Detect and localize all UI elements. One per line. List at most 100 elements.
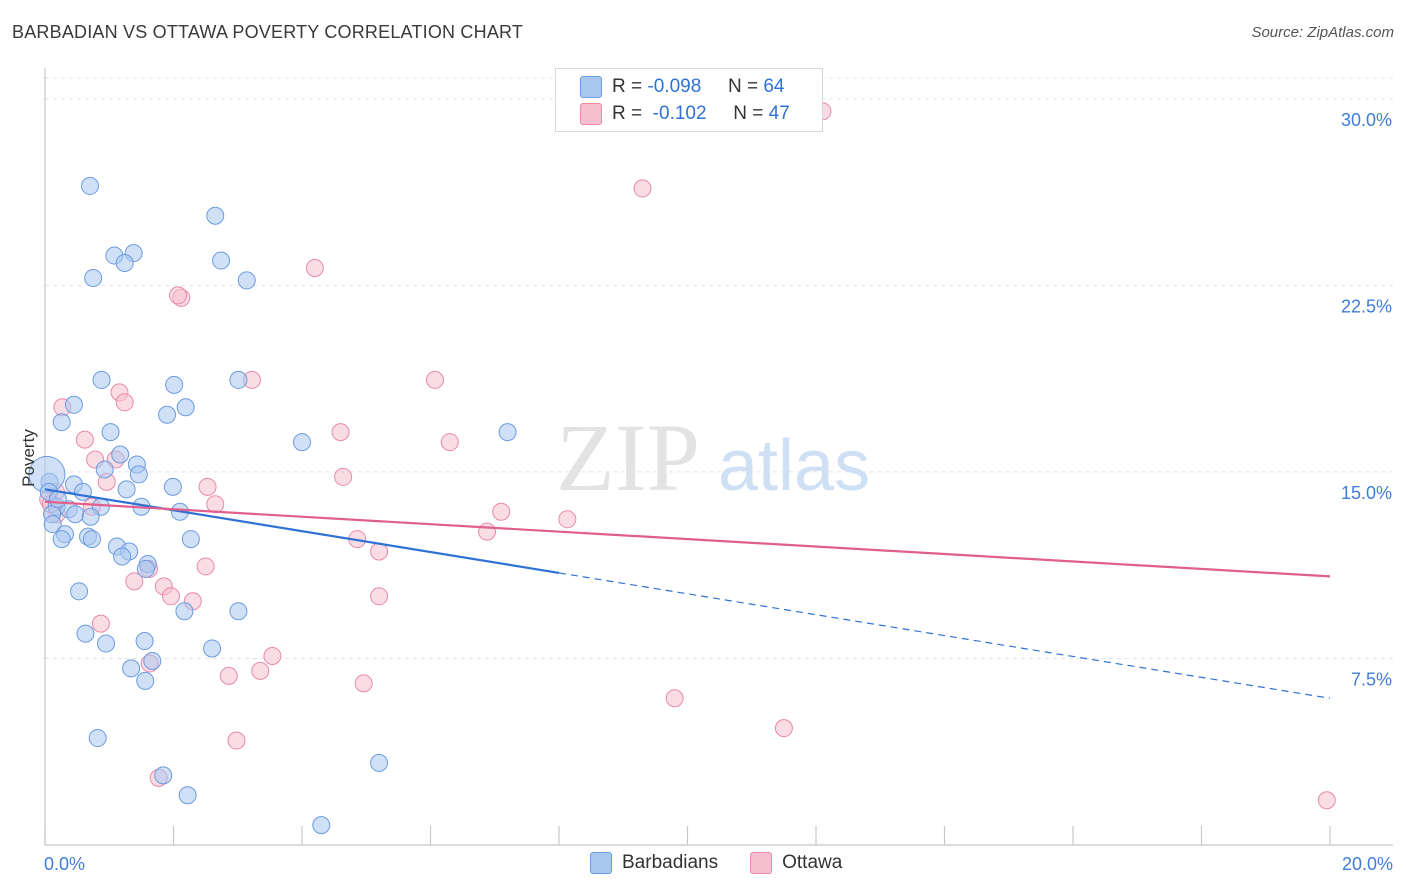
- barbadians-trend-line: [44, 488, 560, 574]
- legend-n-value: 64: [763, 76, 785, 97]
- legend-row-ottawa: R = -0.102 N = 47: [580, 101, 790, 127]
- barbadians-point: [122, 659, 141, 678]
- barbadians-point: [136, 559, 155, 578]
- ottawa-point: [75, 430, 94, 449]
- x-tick-label: 0.0%: [44, 854, 85, 874]
- barbadians-point: [206, 206, 225, 225]
- legend-label-ottawa: Ottawa: [782, 852, 843, 873]
- barbadians-point: [76, 624, 95, 643]
- barbadians-point: [370, 753, 389, 772]
- ottawa-point: [1317, 791, 1336, 810]
- barbadians-point: [165, 375, 184, 394]
- barbadians-point: [113, 547, 132, 566]
- barbadians-point: [229, 370, 248, 389]
- legend-r-label: R =: [612, 103, 643, 124]
- barbadians-point: [88, 729, 107, 748]
- ottawa-point: [633, 179, 652, 198]
- barbadians-point: [111, 445, 130, 464]
- ottawa-point: [492, 502, 511, 521]
- barbadians-point: [43, 515, 62, 534]
- legend-row-barbadians: R = -0.098 N = 64: [580, 74, 784, 100]
- barbadians-point: [81, 507, 100, 526]
- barbadians-point: [158, 405, 177, 424]
- y-tick-label: 30.0%: [1341, 110, 1392, 130]
- watermark-zip: ZIP: [556, 404, 700, 511]
- barbadians-trend-extension: [558, 572, 1331, 699]
- barbadians-point: [203, 639, 222, 658]
- ottawa-point: [206, 495, 225, 514]
- watermark-atlas: atlas: [718, 426, 870, 506]
- legend-r-value: -0.098: [647, 76, 702, 97]
- tick-labels: 7.5% 15.0% 22.5% 30.0% 0.0% 20.0%: [44, 110, 1393, 874]
- ottawa-point: [334, 467, 353, 486]
- ottawa-point: [305, 258, 324, 277]
- barbadians-point: [163, 477, 182, 496]
- barbadians-point: [154, 766, 173, 785]
- barbadians-point: [52, 413, 71, 432]
- ottawa-point: [558, 510, 577, 529]
- legend-n-value: 47: [768, 103, 790, 124]
- legend-n-label: N =: [727, 76, 759, 97]
- ottawa-point: [370, 587, 389, 606]
- barbadians-point: [73, 482, 92, 501]
- pink-swatch-icon: [750, 852, 773, 874]
- barbadians-point: [52, 530, 71, 549]
- barbadians-point: [92, 370, 111, 389]
- ottawa-point: [198, 477, 217, 496]
- barbadians-point: [84, 268, 103, 287]
- barbadians-point: [181, 530, 200, 549]
- barbadians-point: [498, 423, 517, 442]
- ottawa-point: [161, 587, 180, 606]
- ottawa-point: [263, 646, 282, 665]
- barbadians-point: [212, 251, 231, 270]
- y-axis-title: Poverty: [19, 429, 38, 487]
- ottawa-point: [219, 666, 238, 685]
- ottawa-point: [115, 393, 134, 412]
- blue-swatch-icon: [590, 852, 612, 874]
- legend-r-value: -0.102: [652, 103, 707, 124]
- barbadians-point: [293, 433, 311, 452]
- ottawa-point: [665, 689, 684, 708]
- barbadians-point: [175, 602, 194, 621]
- watermark: ZIP atlas: [556, 404, 870, 511]
- ottawa-point: [425, 370, 444, 389]
- legend-item-barbadians[interactable]: Barbadians: [590, 852, 718, 874]
- correlation-legend: R = -0.098 N = 64 R = -0.102 N = 47: [555, 68, 823, 132]
- series-legend: Barbadians Ottawa: [590, 852, 874, 874]
- chart-title: BARBADIAN VS OTTAWA POVERTY CORRELATION …: [12, 22, 524, 42]
- ottawa-point: [196, 557, 215, 576]
- blue-swatch-icon: [580, 76, 602, 98]
- barbadians-point: [143, 651, 162, 670]
- ottawa-trend-line: [44, 500, 1331, 578]
- barbadians-point: [229, 602, 248, 621]
- x-tick-label: 20.0%: [1342, 854, 1393, 874]
- ottawa-point: [227, 731, 246, 750]
- barbadians-point: [136, 671, 155, 690]
- barbadians-point: [64, 395, 83, 414]
- barbadians-point: [101, 423, 120, 442]
- ottawa-point: [168, 286, 187, 305]
- ottawa-point: [774, 719, 793, 738]
- ottawa-point: [331, 423, 350, 442]
- barbadians-point: [95, 460, 114, 479]
- barbadians-point: [237, 271, 256, 290]
- ottawa-point: [91, 614, 110, 633]
- barbadians-point: [70, 582, 89, 601]
- barbadians-point: [117, 480, 136, 499]
- y-tick-label: 22.5%: [1341, 296, 1392, 316]
- legend-n-label: N =: [733, 103, 764, 124]
- trend-lines: [44, 488, 1331, 699]
- barbadians-point: [66, 505, 85, 524]
- y-tick-label: 15.0%: [1341, 483, 1392, 503]
- y-tick-label: 7.5%: [1351, 669, 1392, 689]
- ottawa-point: [354, 674, 373, 693]
- legend-item-ottawa[interactable]: Ottawa: [750, 852, 842, 874]
- source-label: Source: ZipAtlas.com: [1251, 24, 1394, 41]
- pink-swatch-icon: [580, 103, 602, 125]
- barbadians-point: [129, 465, 148, 484]
- barbadians-point: [312, 816, 331, 835]
- barbadians-point: [97, 634, 116, 653]
- barbadians-point: [82, 530, 101, 549]
- barbadians-point: [178, 786, 197, 805]
- barbadians-point: [135, 632, 154, 651]
